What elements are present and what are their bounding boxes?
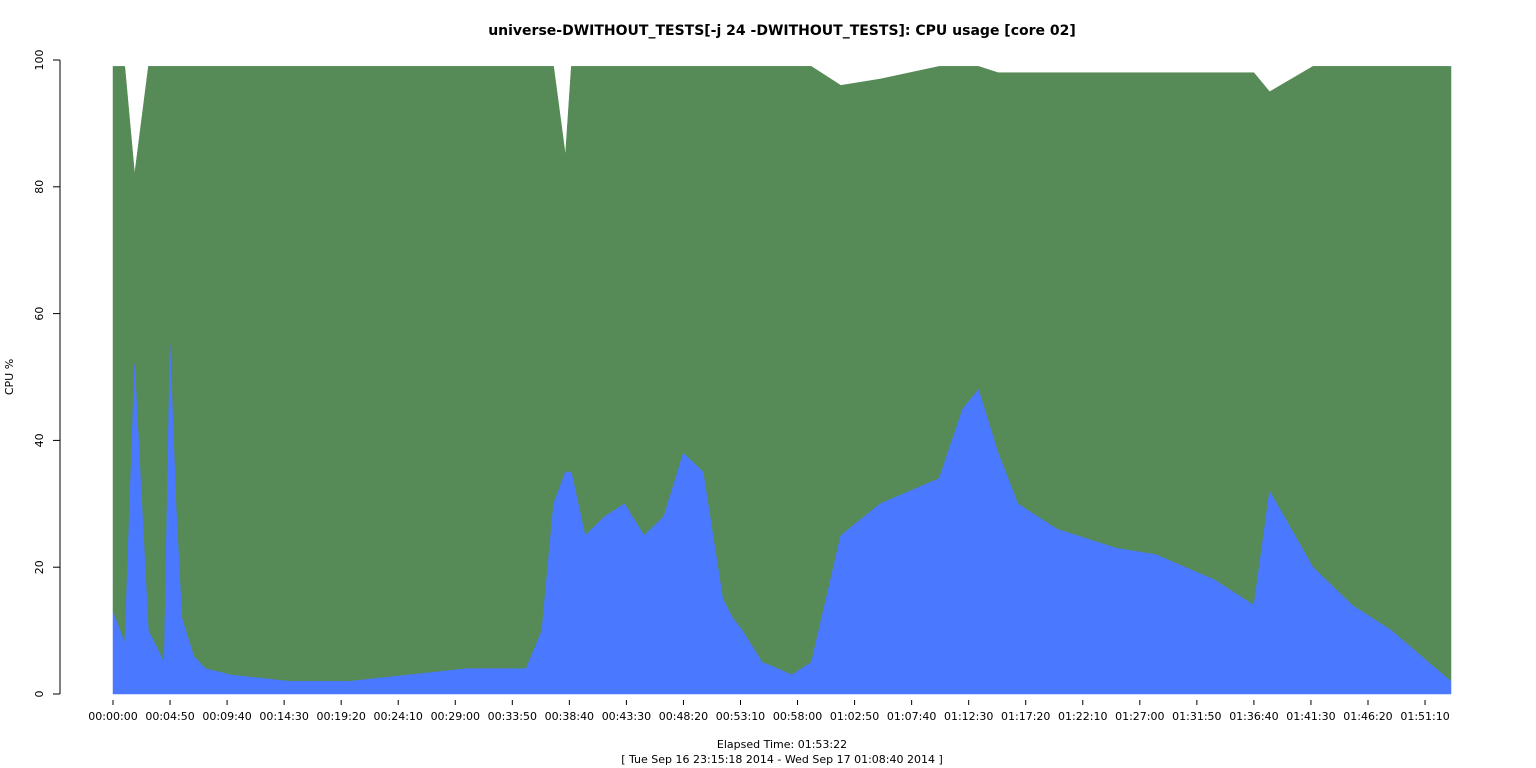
x-tick-label: 01:12:30 [944,710,993,723]
x-tick-label: 00:48:20 [659,710,708,723]
x-tick-label: 01:31:50 [1172,710,1221,723]
time-range-subtitle: [ Tue Sep 16 23:15:18 2014 - Wed Sep 17 … [621,753,943,766]
y-tick-label: 40 [33,433,46,447]
x-tick-label: 00:29:00 [431,710,480,723]
y-tick-label: 20 [33,560,46,574]
y-tick-label: 0 [33,691,46,698]
y-tick-label: 80 [33,180,46,194]
x-tick-label: 00:53:10 [716,710,765,723]
x-tick-label: 01:36:40 [1229,710,1278,723]
y-axis: 0 20 40 60 80 100 [33,50,61,698]
x-tick-label: 01:02:50 [830,710,879,723]
y-tick-label: 100 [33,50,46,71]
y-axis-label: CPU % [3,359,16,395]
x-tick-label: 01:17:20 [1001,710,1050,723]
x-tick-label: 00:00:00 [88,710,137,723]
x-tick-label: 00:33:50 [488,710,537,723]
x-tick-label: 01:07:40 [887,710,936,723]
x-tick-label: 01:27:00 [1115,710,1164,723]
x-axis: 00:00:00 00:04:50 00:09:40 00:14:30 00:19:20… [88,700,1450,723]
x-tick-label: 01:51:10 [1400,710,1449,723]
plot-area [112,66,1452,695]
x-tick-label: 01:46:20 [1343,710,1392,723]
x-tick-label: 00:19:20 [316,710,365,723]
x-axis-label: Elapsed Time: 01:53:22 [717,738,847,751]
x-tick-label: 00:58:00 [773,710,822,723]
x-tick-label: 01:41:30 [1286,710,1335,723]
x-tick-label: 00:24:10 [374,710,423,723]
x-tick-label: 00:38:40 [545,710,594,723]
chart-title: universe-DWITHOUT_TESTS[-j 24 -DWITHOUT_… [488,23,1076,39]
x-tick-label: 01:22:10 [1058,710,1107,723]
series-user-area [112,345,1452,695]
x-tick-label: 00:09:40 [202,710,251,723]
y-tick-label: 60 [33,307,46,321]
x-tick-label: 00:43:30 [602,710,651,723]
x-tick-label: 00:14:30 [259,710,308,723]
series-total-area [112,66,1452,682]
x-tick-label: 00:04:50 [145,710,194,723]
